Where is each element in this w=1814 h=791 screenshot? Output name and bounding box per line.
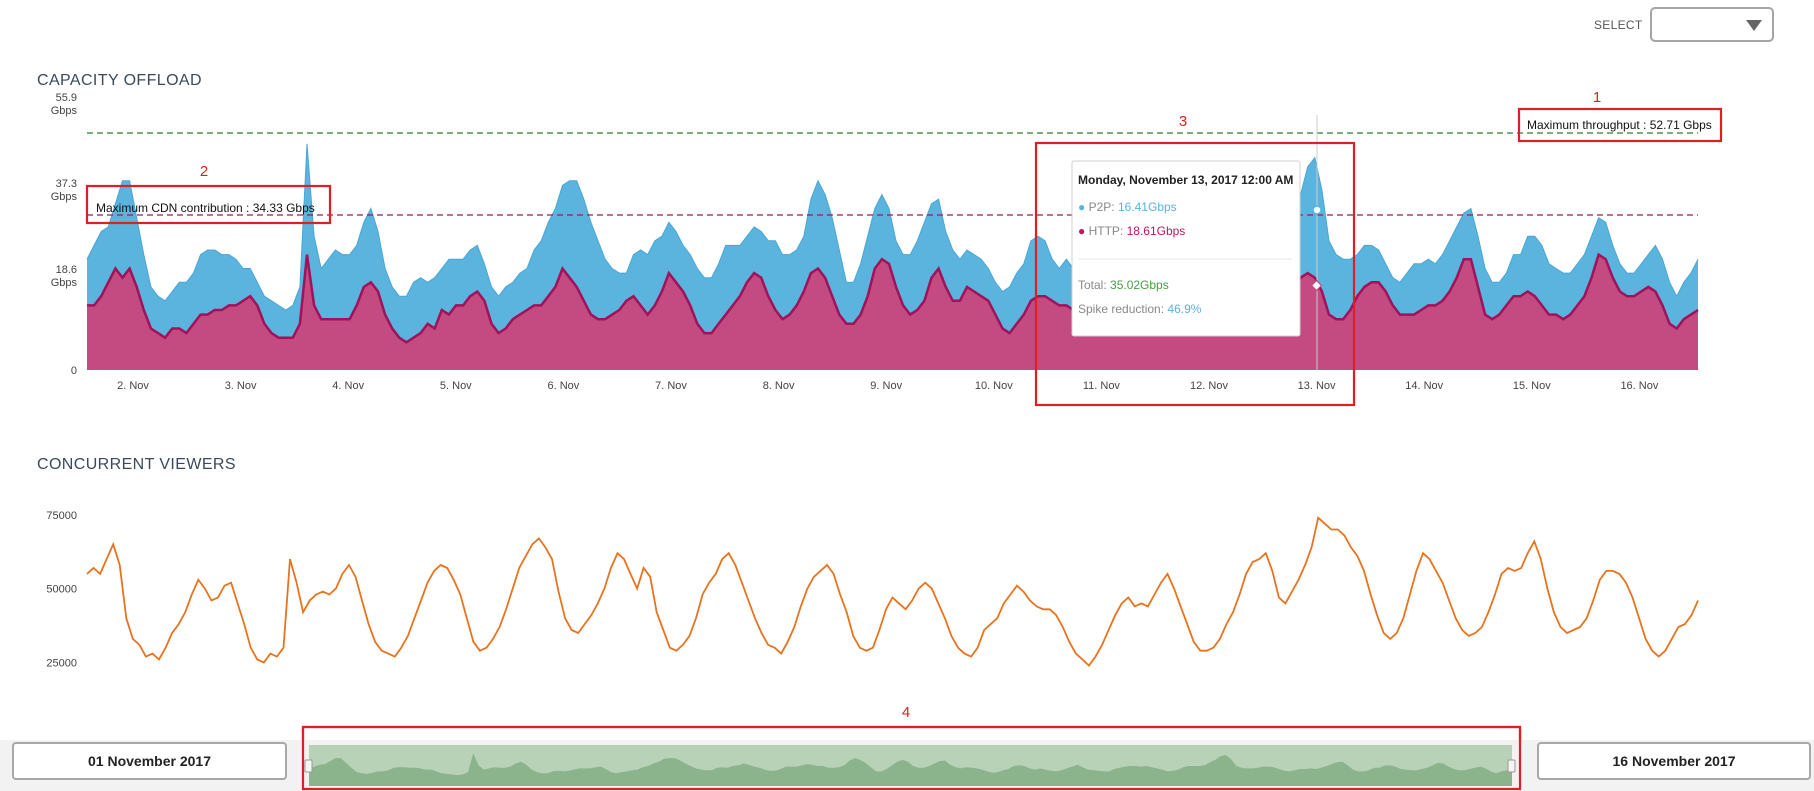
http-area xyxy=(87,254,1698,370)
max-cdn-label: Maximum CDN contribution : 34.33 Gbps xyxy=(96,201,315,215)
tooltip-date: Monday, November 13, 2017 12:00 AM xyxy=(1078,173,1293,187)
capacity-x-label: 5. Nov xyxy=(440,380,472,392)
tooltip-p2p: ● P2P: 16.41Gbps xyxy=(1078,200,1177,214)
viewers-line xyxy=(86,515,1699,667)
capacity-y-tick: 37.3 xyxy=(56,178,77,190)
http-line xyxy=(87,252,1699,344)
select-label: SELECT xyxy=(1594,18,1643,32)
capacity-y-tick: 55.9 xyxy=(56,92,77,104)
viewers-y-tick: 50000 xyxy=(46,584,77,596)
capacity-x-label: 9. Nov xyxy=(870,380,902,392)
capacity-x-label: 3. Nov xyxy=(225,380,257,392)
concurrent-viewers-title: CONCURRENT VIEWERS xyxy=(37,456,236,473)
capacity-x-label: 15. Nov xyxy=(1513,380,1551,392)
annotation-box-2 xyxy=(85,184,332,225)
capacity-y-tick: Gbps xyxy=(51,277,78,289)
capacity-y-tick: Gbps xyxy=(51,105,78,117)
capacity-x-label: 13. Nov xyxy=(1298,380,1336,392)
capacity-offload-title: CAPACITY OFFLOAD xyxy=(37,72,202,89)
capacity-x-labels: 2. Nov 3. Nov 4. Nov 5. Nov 6. Nov 7. Nov 8. N… xyxy=(117,380,1659,392)
capacity-x-label: 12. Nov xyxy=(1190,380,1228,392)
capacity-x-label: 11. Nov xyxy=(1083,380,1121,392)
start-date-input[interactable]: 01 November 2017 xyxy=(12,742,287,780)
tooltip-box xyxy=(1071,160,1301,337)
end-date-input[interactable]: 16 November 2017 xyxy=(1537,742,1811,780)
annotation-box-3 xyxy=(1034,141,1356,407)
capacity-x-label: 14. Nov xyxy=(1405,380,1443,392)
select-dropdown[interactable] xyxy=(1650,7,1774,42)
capacity-x-label: 8. Nov xyxy=(763,380,795,392)
http-hover-marker xyxy=(1310,279,1323,292)
capacity-guides: Maximum throughput : 52.71 Gbps Maximum C… xyxy=(87,115,1712,370)
capacity-x-label: 10. Nov xyxy=(975,380,1013,392)
tooltip-http: ● HTTP: 18.61Gbps xyxy=(1078,224,1185,238)
capacity-x-label: 7. Nov xyxy=(655,380,687,392)
max-throughput-label: Maximum throughput : 52.71 Gbps xyxy=(1527,118,1712,132)
tooltip-total: Total: 35.02Gbps xyxy=(1078,278,1169,292)
dropdown-arrow-icon xyxy=(1746,20,1762,31)
total-line xyxy=(86,143,1699,311)
annotations xyxy=(85,107,1723,791)
capacity-y-tick: 18.6 xyxy=(56,264,77,276)
viewers-chart: 75000 50000 25000 xyxy=(46,510,1699,670)
capacity-x-label: 4. Nov xyxy=(332,380,364,392)
tooltip: Monday, November 13, 2017 12:00 AM ● P2P:… xyxy=(1071,160,1301,337)
tooltip-spike: Spike reduction: 46.9% xyxy=(1078,302,1202,316)
viewers-y-tick: 25000 xyxy=(46,658,77,670)
capacity-y-tick: 0 xyxy=(71,365,77,377)
capacity-x-label: 16. Nov xyxy=(1620,380,1658,392)
capacity-y-tick: Gbps xyxy=(51,191,78,203)
annotation-box-1 xyxy=(1517,107,1723,143)
viewers-y-tick: 75000 xyxy=(46,510,77,522)
capacity-x-label: 6. Nov xyxy=(548,380,580,392)
p2p-hover-marker xyxy=(1312,205,1322,215)
capacity-x-label: 2. Nov xyxy=(117,380,149,392)
